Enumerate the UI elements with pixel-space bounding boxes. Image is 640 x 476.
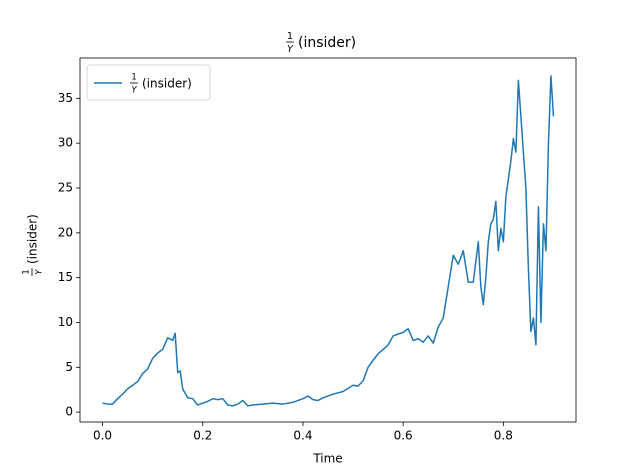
chart-title: 1 Y (insider) — [286, 31, 356, 55]
legend-label-denominator: Y — [131, 85, 137, 95]
x-tick-label: 0.4 — [293, 429, 312, 443]
y-tick-label: 5 — [65, 360, 73, 374]
y-axis-label-part-denominator: Y — [34, 269, 44, 275]
y-axis-label-part-numerator: 1 — [21, 269, 31, 274]
chart-title-denominator: Y — [287, 44, 294, 55]
axes-frame — [79, 57, 577, 423]
chart-title-numerator: 1 — [287, 31, 293, 42]
y-tick-label: 25 — [58, 181, 73, 195]
legend-label: 1 Y (insider) — [130, 72, 192, 95]
legend-box — [86, 64, 211, 101]
data-line — [102, 75, 555, 407]
legend: 1 Y (insider) — [86, 64, 211, 101]
x-tick-label: 0.2 — [193, 429, 212, 443]
y-axis-label: 1 Y (insider) — [21, 214, 44, 276]
y-tick-label: 0 — [65, 405, 73, 419]
x-tick-label: 0.0 — [93, 429, 112, 443]
y-tick-label: 35 — [58, 91, 73, 105]
y-tick-label: 30 — [58, 136, 73, 150]
x-tick-label: 0.8 — [494, 429, 513, 443]
y-tick-label: 15 — [58, 270, 73, 284]
x-axis-label: Time — [312, 452, 342, 466]
x-tick-label: 0.6 — [394, 429, 413, 443]
y-axis-label-part: 1 Y (insider) — [21, 214, 44, 276]
legend-label-numerator: 1 — [131, 72, 136, 82]
legend-label-text: (insider) — [142, 77, 192, 91]
y-axis-label-part-text: (insider) — [26, 214, 40, 264]
chart-title-text: (insider) — [298, 35, 356, 51]
y-tick-label: 20 — [58, 225, 73, 239]
y-tick-label: 10 — [58, 315, 73, 329]
